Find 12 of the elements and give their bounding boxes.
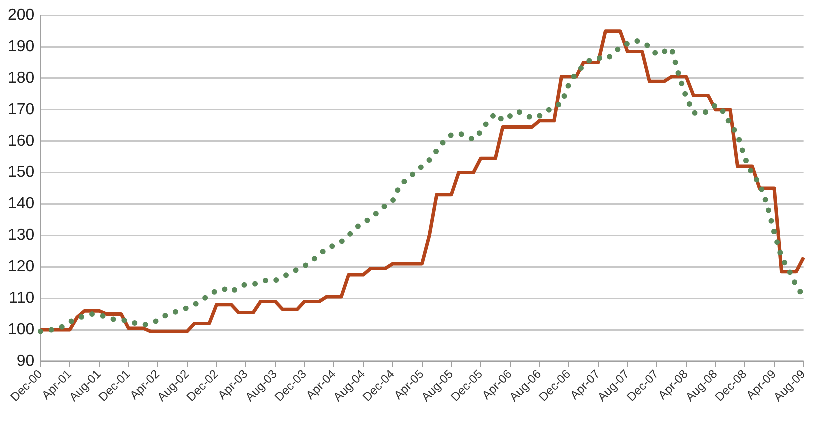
y-tick-label: 150 — [8, 164, 35, 182]
y-tick-label: 100 — [8, 321, 35, 338]
y-tick-label: 90 — [16, 352, 35, 370]
y-tick-label: 120 — [8, 258, 35, 276]
y-tick-label: 170 — [8, 101, 35, 118]
y-tick-label: 180 — [8, 70, 35, 87]
y-tick-label: 160 — [8, 132, 35, 150]
y-tick-label: 110 — [9, 290, 35, 307]
y-tick-label: 140 — [8, 196, 35, 213]
y-tick-label: 200 — [8, 7, 35, 24]
y-tick-label: 130 — [8, 227, 35, 244]
y-tick-label: 190 — [8, 38, 35, 56]
